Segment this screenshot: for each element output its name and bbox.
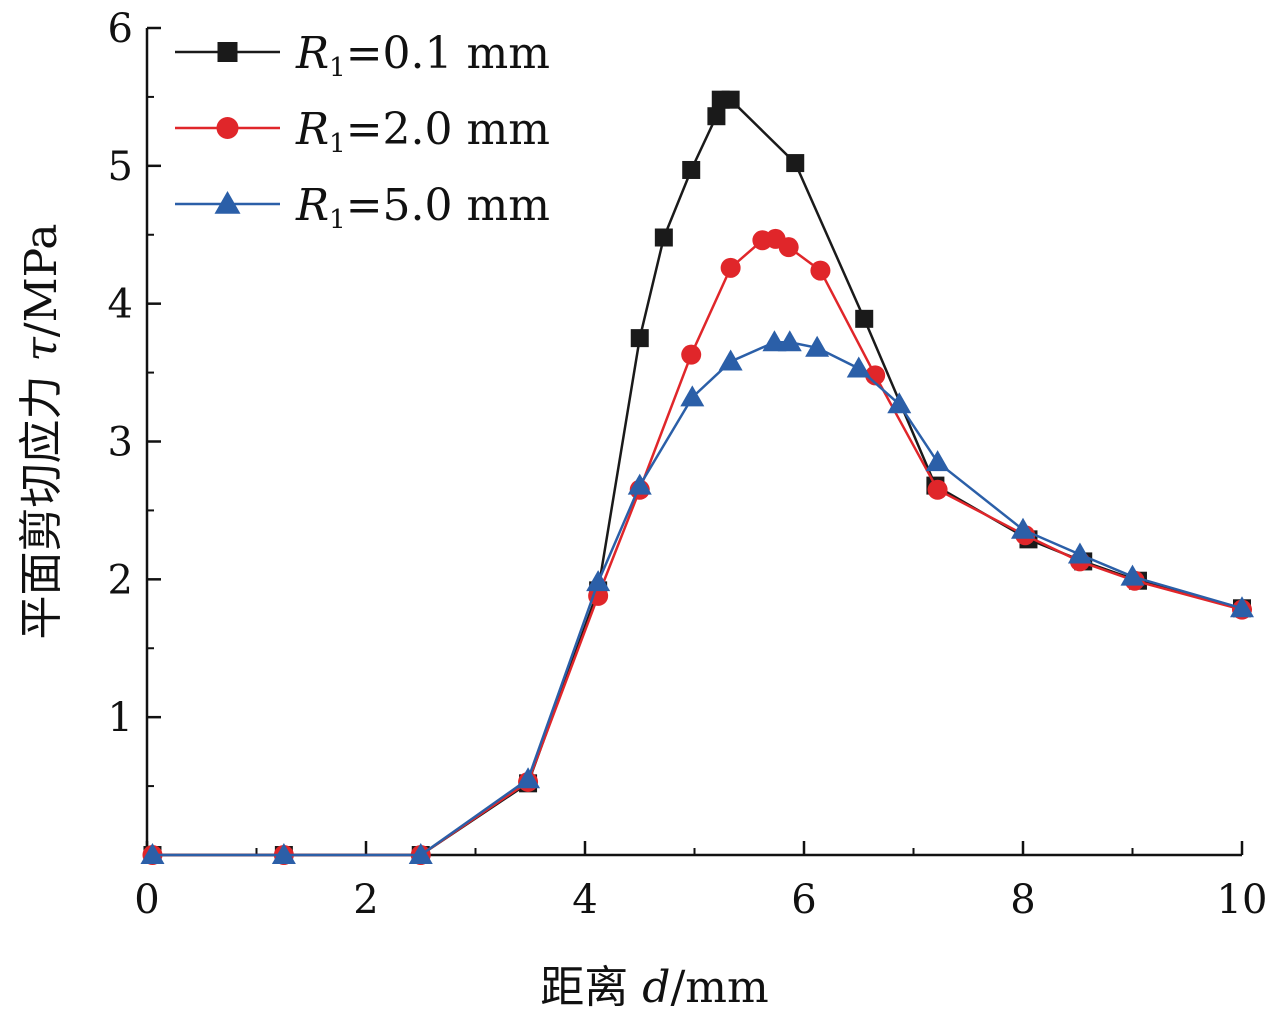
x-tick-label: 6 bbox=[791, 877, 816, 923]
data-point-square bbox=[855, 309, 874, 328]
x-tick-label: 8 bbox=[1010, 877, 1035, 923]
x-tick-label: 2 bbox=[353, 877, 378, 923]
data-point-square bbox=[707, 107, 726, 126]
legend-entry-1: R1=0.1 mm bbox=[175, 28, 550, 83]
data-point-triangle bbox=[1230, 596, 1254, 618]
series-line bbox=[152, 341, 1243, 857]
data-point-square bbox=[786, 154, 805, 173]
data-point-triangle bbox=[627, 473, 652, 495]
data-point-triangle bbox=[1067, 542, 1092, 564]
data-point-square bbox=[630, 329, 649, 348]
axis-labels: 距离 d/mm 平面剪切应力 τ/MPa bbox=[16, 223, 769, 1013]
legend-entry-2: R1=2.0 mm bbox=[175, 104, 550, 159]
y-tick-label: 1 bbox=[108, 695, 133, 741]
data-point-square bbox=[217, 42, 238, 62]
data-point-square bbox=[721, 90, 740, 109]
data-point-triangle bbox=[586, 570, 611, 592]
data-point-triangle bbox=[516, 767, 541, 789]
series-2 bbox=[142, 228, 1252, 865]
x-tick-label: 10 bbox=[1217, 877, 1268, 923]
data-point-square bbox=[654, 228, 673, 247]
data-point-circle bbox=[927, 479, 948, 500]
data-point-circle bbox=[778, 237, 799, 258]
data-point-triangle bbox=[925, 450, 950, 472]
data-point-circle bbox=[810, 260, 831, 281]
y-tick-label: 5 bbox=[108, 144, 133, 190]
y-tick-label: 3 bbox=[108, 420, 133, 466]
data-point-triangle bbox=[214, 191, 241, 214]
data-point-square bbox=[682, 160, 701, 179]
data-point-triangle bbox=[762, 330, 787, 352]
x-tick-label: 0 bbox=[134, 877, 159, 923]
data-point-circle bbox=[681, 344, 702, 365]
y-tick-label: 6 bbox=[108, 6, 133, 52]
data-point-circle bbox=[216, 117, 239, 139]
data-point-triangle bbox=[887, 392, 912, 414]
y-tick-label: 4 bbox=[108, 282, 133, 328]
data-point-circle bbox=[720, 257, 741, 278]
series-3 bbox=[140, 330, 1254, 864]
x-tick-label: 4 bbox=[572, 877, 597, 923]
legend-label: R1=2.0 mm bbox=[295, 104, 550, 159]
y-tick-label: 2 bbox=[108, 557, 133, 603]
data-point-triangle bbox=[777, 330, 802, 352]
data-point-triangle bbox=[805, 335, 830, 357]
legend-label: R1=5.0 mm bbox=[295, 180, 550, 235]
series-layer bbox=[140, 90, 1254, 865]
data-point-triangle bbox=[1011, 517, 1035, 539]
data-point-triangle bbox=[140, 843, 165, 864]
data-point-triangle bbox=[846, 356, 871, 378]
x-axis-title: 距离 d/mm bbox=[540, 962, 768, 1013]
data-point-circle bbox=[865, 365, 886, 386]
legend: R1=0.1 mm R1=2.0 mm R1=5.0 mm bbox=[175, 28, 550, 235]
data-point-triangle bbox=[1120, 564, 1145, 586]
legend-entry-3: R1=5.0 mm bbox=[175, 180, 550, 235]
legend-label: R1=0.1 mm bbox=[295, 28, 550, 83]
data-point-triangle bbox=[680, 385, 705, 407]
data-point-triangle bbox=[271, 843, 296, 864]
y-axis-title: 平面剪切应力 τ/MPa bbox=[16, 223, 67, 639]
data-point-triangle bbox=[718, 349, 743, 371]
data-point-triangle bbox=[408, 843, 433, 864]
